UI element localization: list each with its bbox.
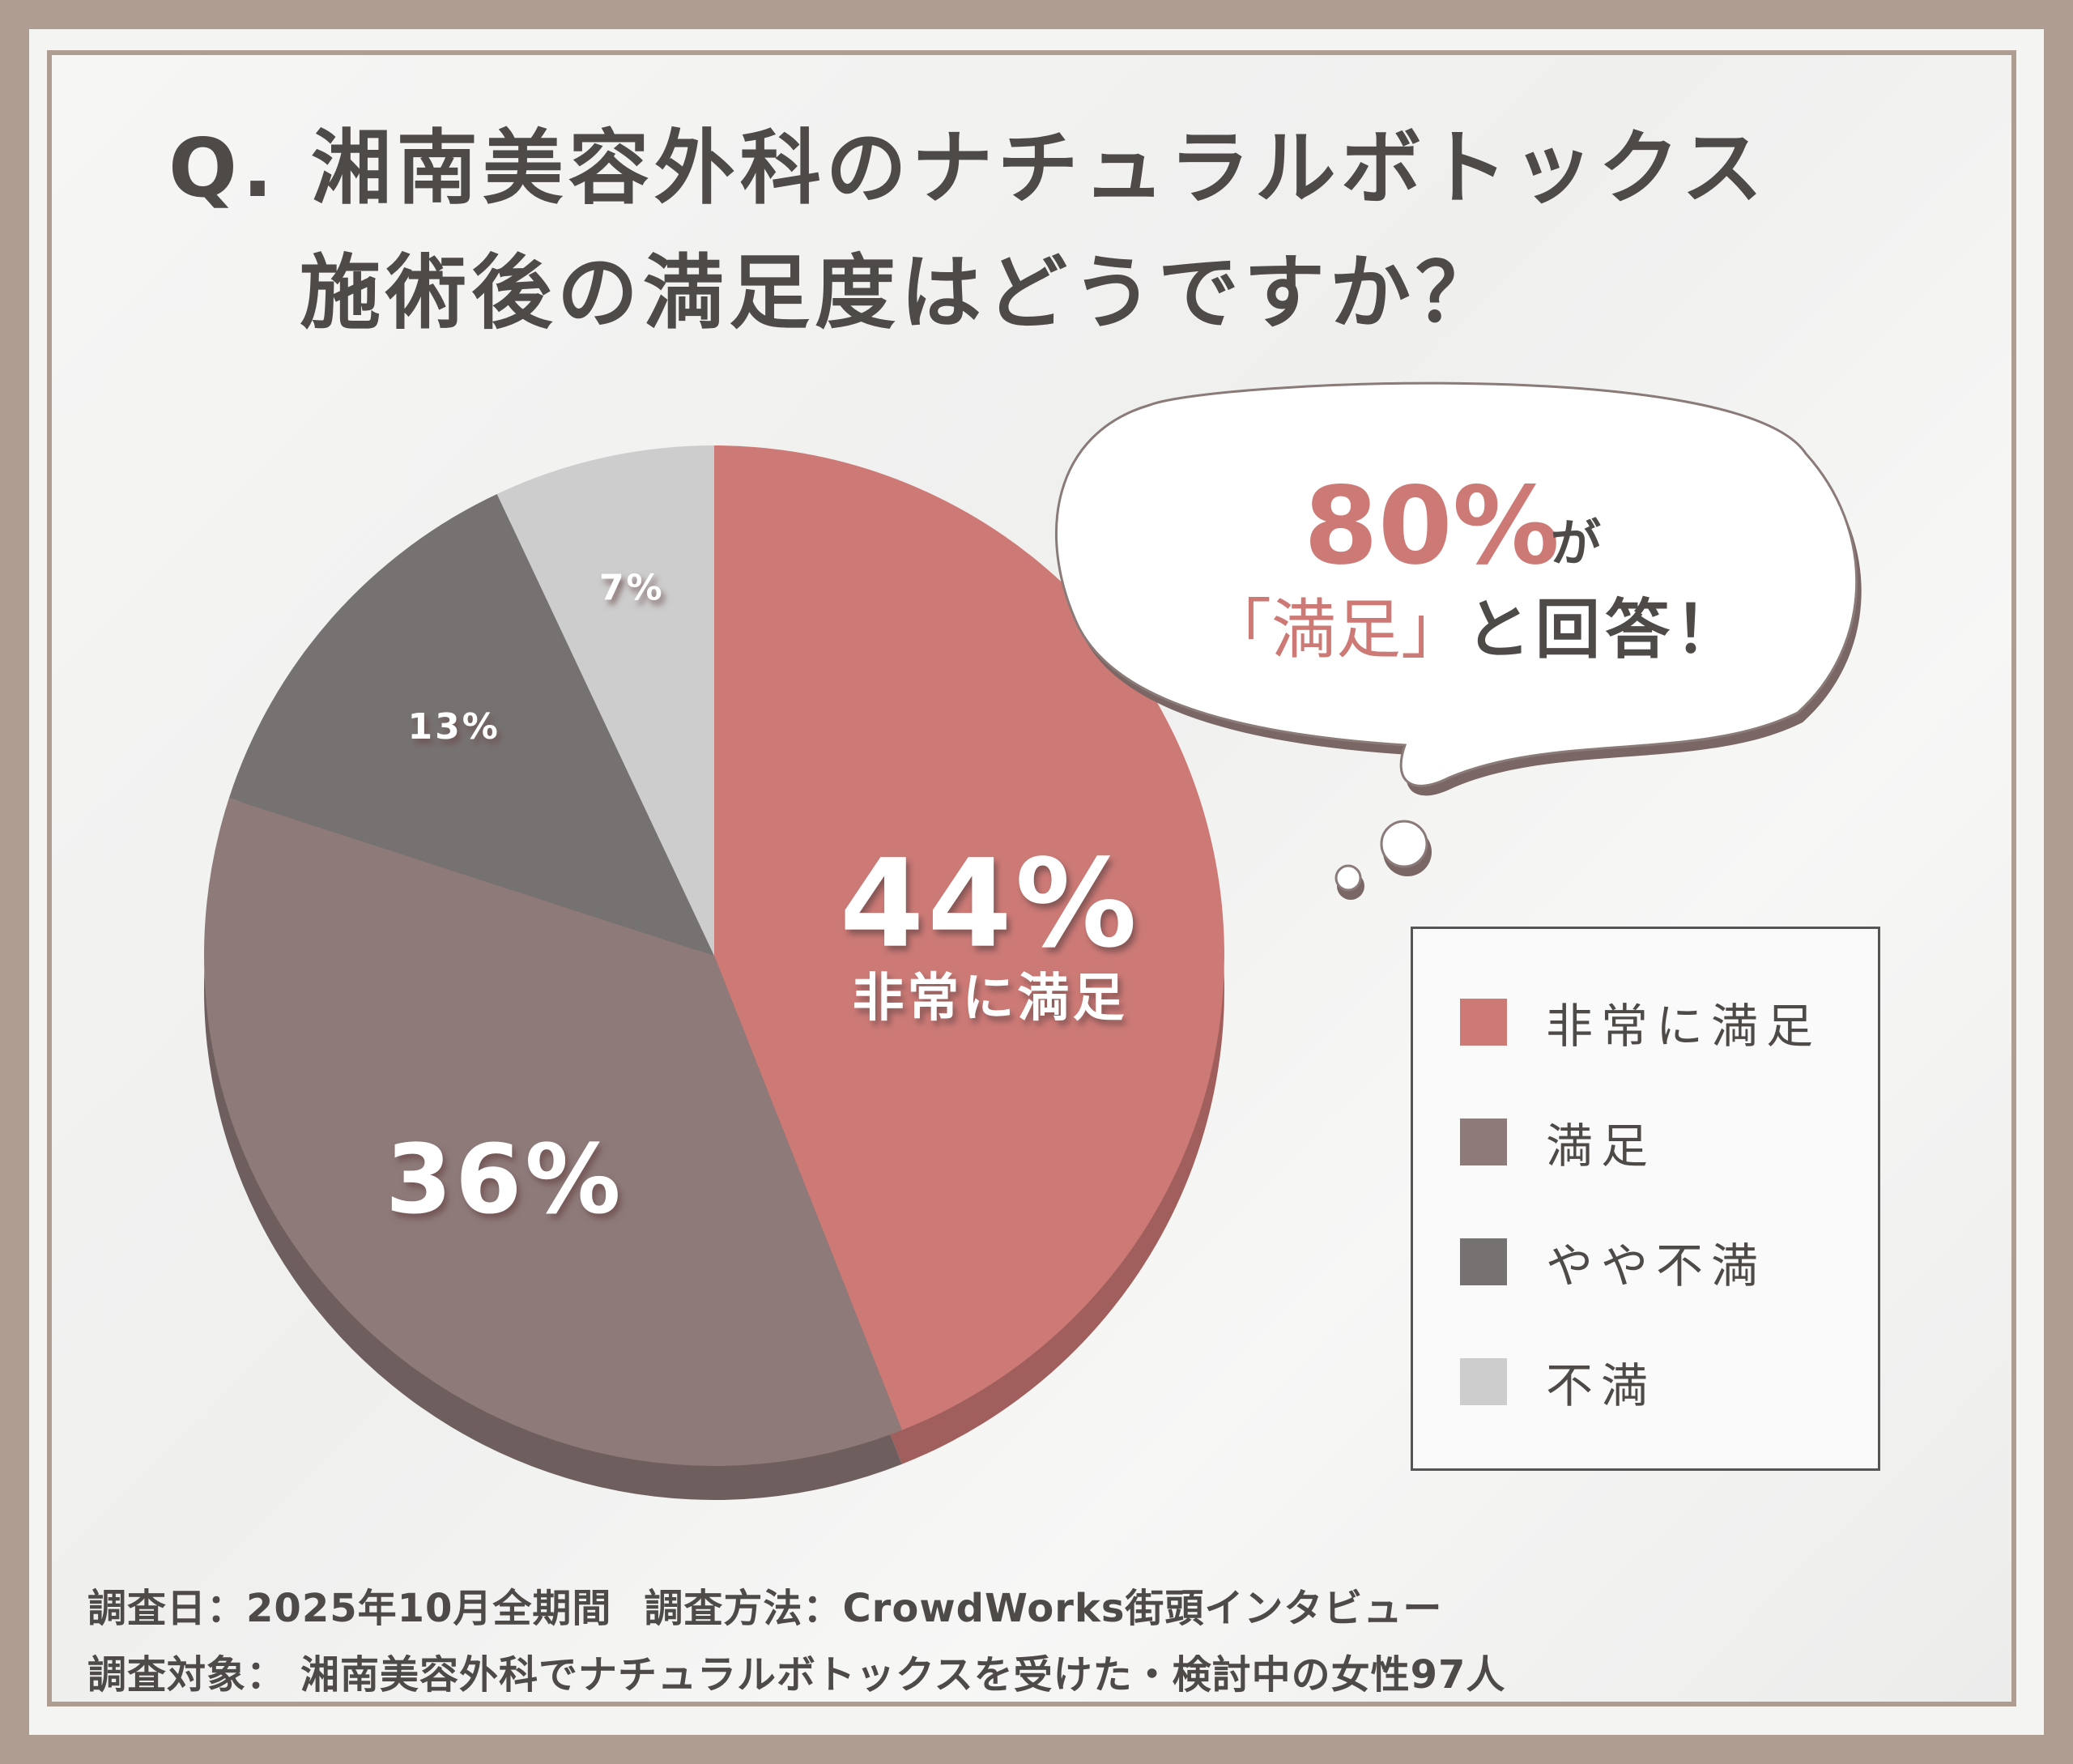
chart-title-line-2: 施術後の満足度はどうですか？ — [300, 245, 1501, 340]
legend-label-dissatisfied: 不満 — [1546, 1358, 1657, 1413]
footer-date-label: 調査日： — [87, 1586, 247, 1631]
pie-label-3: 7% — [599, 567, 665, 608]
legend-swatch-dissatisfied — [1460, 1358, 1507, 1405]
callout-quote: 「満足」 — [1207, 592, 1466, 667]
legend-label-satisfied: 満足 — [1546, 1118, 1657, 1174]
pie-slices — [203, 445, 1225, 1466]
footer-target-info: 調査対象： 湘南美容外科でナチュラルボトックスを受けた・検討中の女性97人 — [87, 1643, 1505, 1699]
pie-label-2: 13% — [407, 706, 500, 748]
legend-item-somewhat-dissatisfied: やや不満 — [1460, 1234, 1766, 1293]
bubble-dot-small — [1334, 864, 1362, 892]
bubble-dot-large — [1380, 820, 1428, 868]
footer-method-value: CrowdWorks街頭インタビュー — [842, 1586, 1443, 1631]
callout-percent: 80% — [1304, 464, 1560, 589]
footer-method-label: 調査方法： — [644, 1586, 843, 1631]
legend-item-dissatisfied: 不満 — [1460, 1353, 1656, 1413]
pie-label-1: 36% — [385, 1123, 624, 1235]
chart-title-line-1: Q. 湘南美容外科のナチュラルボトックス — [168, 121, 1768, 215]
footer-date-value: 2025年10月全期間 — [246, 1586, 612, 1631]
legend-label-somewhat-dissatisfied: やや不満 — [1546, 1238, 1767, 1293]
legend: 非常に満足 満足 やや不満 不満 — [1411, 927, 1880, 1471]
legend-swatch-satisfied — [1460, 1118, 1507, 1165]
pie-label-0: 44% — [840, 834, 1140, 975]
callout-ga: が — [1551, 513, 1601, 573]
footer-survey-info: 調査日：2025年10月全期間 調査方法：CrowdWorks街頭インタビュー — [87, 1576, 1442, 1633]
legend-swatch-somewhat-dissatisfied — [1460, 1238, 1507, 1285]
pie-sublabel-0: 非常に満足 — [852, 969, 1127, 1029]
pie-slice-0 — [714, 445, 1225, 1430]
legend-label-very-satisfied: 非常に満足 — [1546, 999, 1822, 1054]
legend-item-satisfied: 満足 — [1460, 1114, 1656, 1174]
footer-target-value: 湘南美容外科でナチュラルボトックスを受けた・検討中の女性97人 — [300, 1652, 1506, 1698]
legend-swatch-very-satisfied — [1460, 999, 1507, 1046]
pie-slice-2 — [228, 493, 715, 956]
legend-item-very-satisfied: 非常に満足 — [1460, 994, 1821, 1054]
footer-target-label: 調査対象： — [87, 1652, 287, 1698]
pie-slice-3 — [496, 445, 714, 956]
pie-slice-1 — [203, 798, 902, 1466]
callout-suffix: と回答！ — [1466, 592, 1744, 667]
bubble-body — [1055, 381, 1858, 787]
pie-labels: 44%非常に満足 36% 13% 7% — [385, 567, 1140, 1235]
